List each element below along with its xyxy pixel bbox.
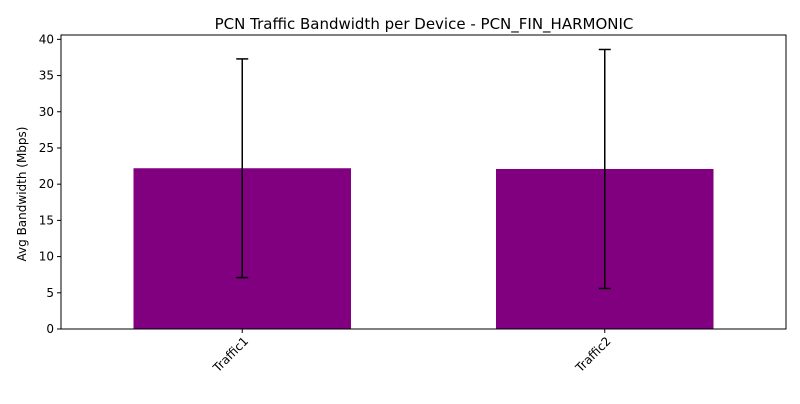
y-tick-label: 15	[39, 213, 54, 227]
y-axis-title: Avg Bandwidth (Mbps)	[15, 127, 29, 262]
y-tick-label: 35	[39, 69, 54, 83]
y-tick-label: 20	[39, 177, 54, 191]
chart-title: PCN Traffic Bandwidth per Device - PCN_F…	[215, 15, 634, 34]
y-tick-label: 25	[39, 141, 54, 155]
plot-area: 0 5 10 15 20 25 30 35 40 Traffic1 Traffic2	[39, 32, 787, 376]
x-tick-label: Traffic1	[210, 334, 251, 375]
y-tick-label: 30	[39, 105, 54, 119]
axes-frame	[60, 34, 787, 330]
y-tick-label: 10	[39, 250, 54, 264]
x-tick-label: Traffic2	[572, 334, 613, 375]
y-tick-label: 40	[39, 32, 54, 46]
y-tick-label: 0	[46, 322, 54, 336]
y-tick-label: 5	[46, 286, 54, 300]
